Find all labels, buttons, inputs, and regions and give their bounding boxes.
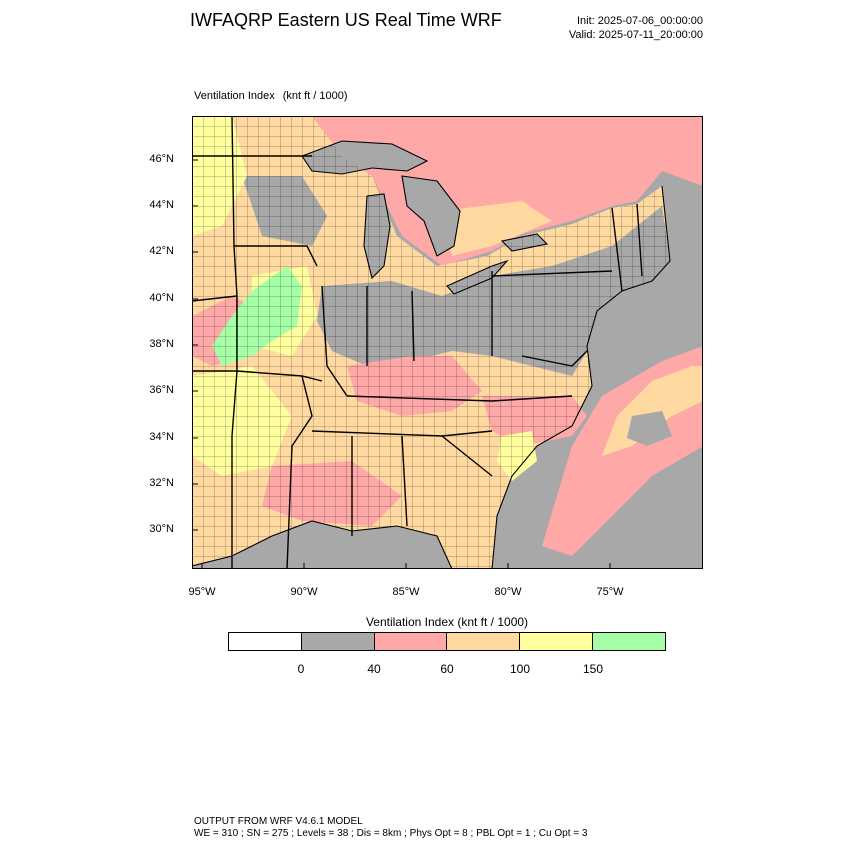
axis-ticks [192,159,611,569]
variable-units: (knt ft / 1000) [282,90,348,102]
lat-label-38: 38°N [149,338,174,350]
lon-label-75: 75°W [596,586,624,598]
model-footer: OUTPUT FROM WRF V4.6.1 MODEL WE = 310 ; … [194,816,587,840]
variable-label: Ventilation Index (knt ft / 1000) [194,90,348,102]
lon-label-95: 95°W [188,586,216,598]
ocean-gray-pocket [627,411,672,446]
colorbar-tick-150: 150 [582,662,604,676]
time-info: Init: 2025-07-06_00:00:00 Valid: 2025-07… [569,14,703,42]
lat-label-46: 46°N [149,153,174,165]
canada-land-lighter [442,201,552,256]
lat-label-32: 32°N [149,477,174,489]
valid-time: Valid: 2025-07-11_20:00:00 [568,29,703,41]
coastlines [192,140,671,569]
map-panel [192,116,703,569]
lat-label-30: 30°N [149,523,174,535]
lat-label-40: 40°N [149,292,174,304]
lon-label-85: 85°W [392,586,420,598]
lat-label-42: 42°N [149,245,174,257]
lat-label-44: 44°N [149,199,174,211]
plot-title: IWFAQRP Eastern US Real Time WRF [190,10,502,30]
ocean-60-100-plume [602,366,703,456]
colorbar-box-0-40 [301,633,375,650]
colorbar-box-60-100 [447,633,521,650]
init-time: Init: 2025-07-06_00:00:00 [577,15,703,27]
colorbar-box-100-150 [520,633,594,650]
county-boundaries [192,116,670,569]
state-boundaries [192,116,643,569]
colorbar [228,632,666,651]
lon-label-90: 90°W [290,586,318,598]
variable-name: Ventilation Index [194,90,275,102]
footer-line-1: OUTPUT FROM WRF V4.6.1 MODEL [194,816,363,827]
colorbar-box-above-150 [593,633,665,650]
colorbar-tick-40: 40 [367,662,381,676]
colorbar-box-40-60 [374,633,448,650]
colorbar-tick-0: 0 [297,662,305,676]
lon-label-80: 80°W [494,586,522,598]
lake-huron [402,176,460,256]
colorbar-tick-100: 100 [509,662,531,676]
lat-label-34: 34°N [149,431,174,443]
footer-line-2: WE = 310 ; SN = 275 ; Levels = 38 ; Dis … [194,828,588,839]
lat-label-36: 36°N [149,384,174,396]
colorbar-box-below-0 [229,633,302,650]
colorbar-title: Ventilation Index (knt ft / 1000) [365,615,529,629]
colorbar-tick-60: 60 [440,662,454,676]
